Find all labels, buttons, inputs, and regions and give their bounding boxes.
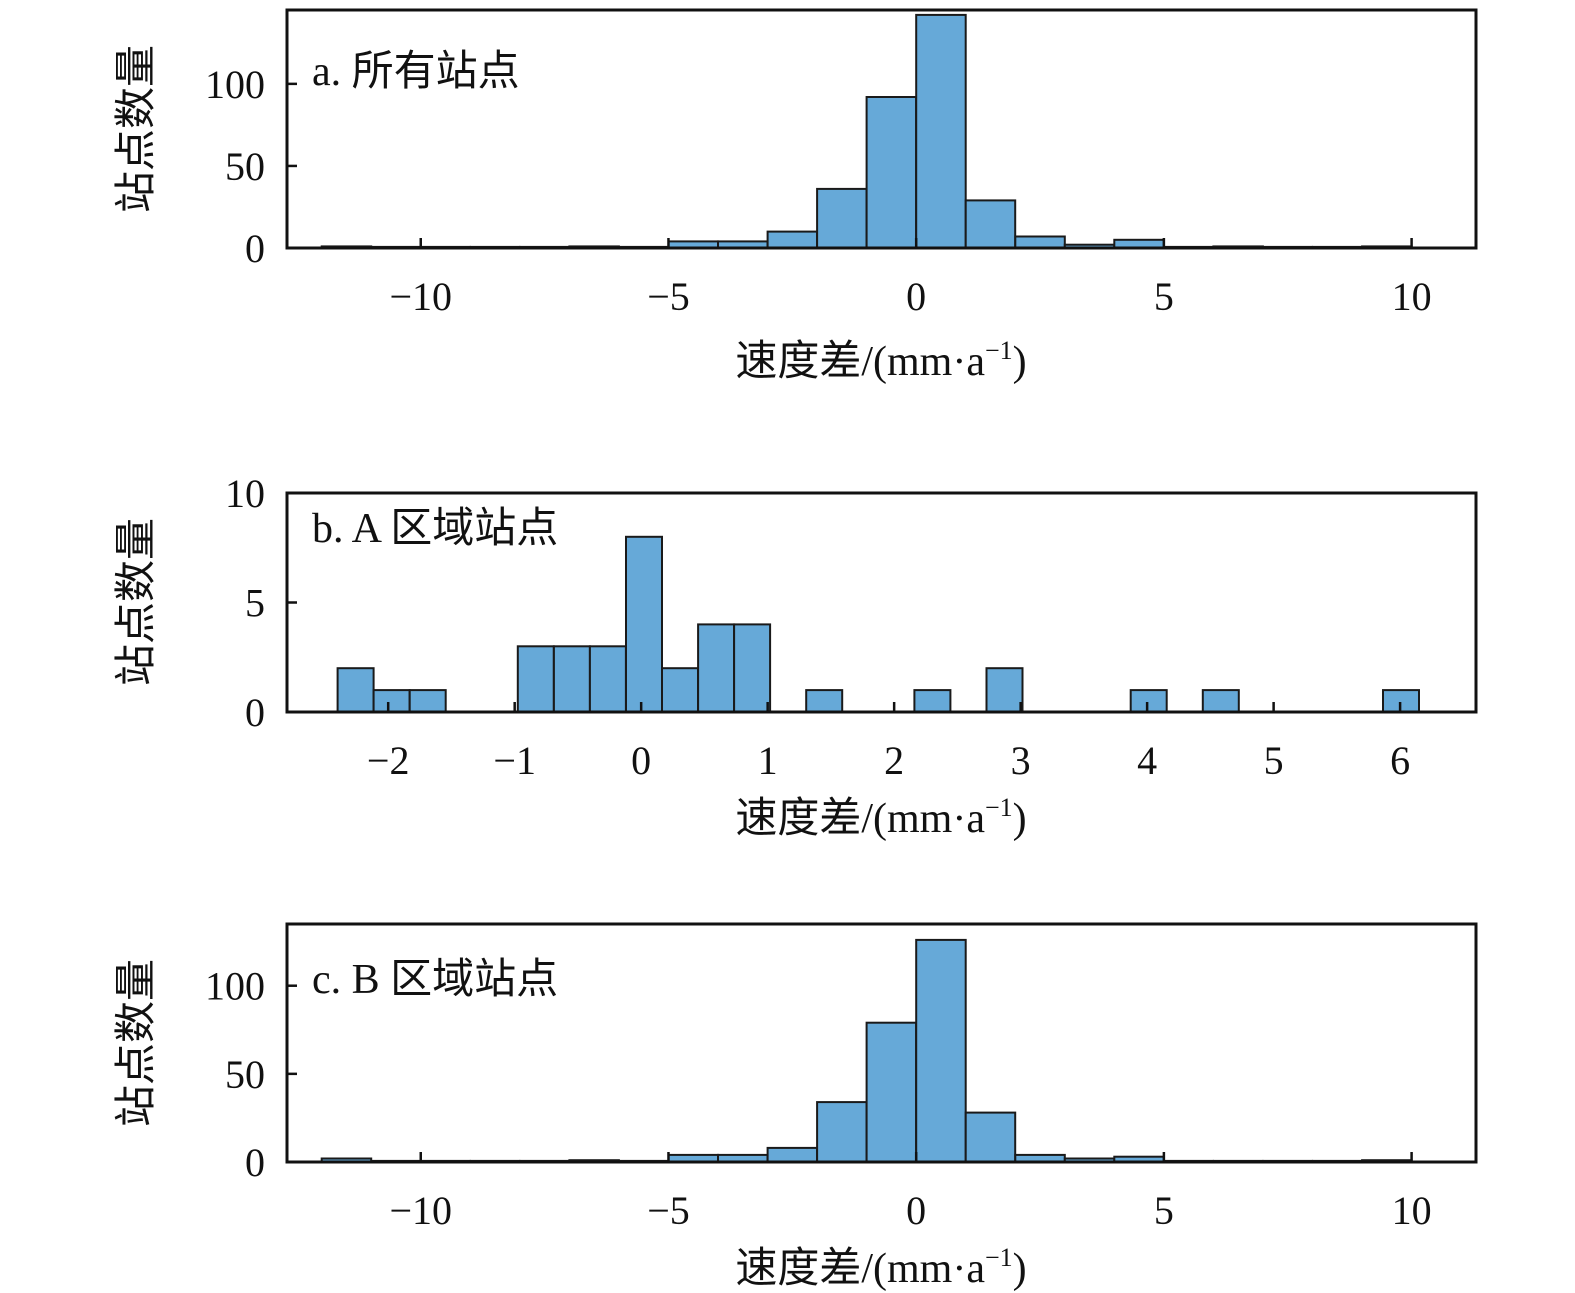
x-tick-label: 0 — [906, 1188, 926, 1233]
histogram-bar — [913, 689, 952, 713]
histogram-bar — [964, 1111, 1017, 1163]
panel-a-x-ticks: −10 −5 0 5 10 — [389, 238, 1432, 319]
histogram-bar — [552, 645, 591, 713]
histogram-bar — [985, 667, 1024, 714]
panel-a-y-ticks: 0 50 100 — [205, 62, 297, 271]
histogram-bar — [964, 199, 1017, 249]
histogram-bar — [816, 187, 868, 249]
panel-a-frame — [285, 8, 1478, 250]
histogram-bar — [372, 689, 411, 713]
x-tick-label: 4 — [1137, 738, 1157, 783]
x-tick-label: 3 — [1011, 738, 1031, 783]
y-tick-label: 0 — [245, 1140, 265, 1185]
histogram-bar — [516, 645, 555, 713]
panel-b-x-axis-title: 速度差/(mm·a−1) — [735, 793, 1026, 842]
x-tick-label: 5 — [1264, 738, 1284, 783]
x-tick-label: −10 — [389, 274, 452, 319]
histogram-bar — [661, 667, 699, 714]
panel-a-title: a. 所有站点 — [312, 49, 520, 95]
histogram-bar — [865, 96, 918, 249]
histogram-bar — [1014, 235, 1066, 249]
x-tick-label: 0 — [631, 738, 651, 783]
x-tick-label: 1 — [758, 738, 778, 783]
x-tick-label: 10 — [1392, 274, 1432, 319]
panel-b-y-axis-title: 站点数量 — [114, 518, 160, 686]
y-tick-label: 100 — [205, 62, 265, 107]
panel-a: −10 −5 0 5 10 0 50 100 a. 所有站点 速度差/(mm·a−1) 站点… — [114, 8, 1478, 385]
panel-c-y-ticks: 0 50 100 — [205, 964, 297, 1185]
panel-c-x-ticks: −10 −5 0 5 10 — [389, 1152, 1432, 1233]
histogram-bar — [408, 689, 447, 713]
histogram-bar — [915, 13, 967, 250]
histogram-bar — [865, 1021, 918, 1164]
x-tick-label: 5 — [1154, 1188, 1174, 1233]
histogram-bar — [816, 1101, 868, 1163]
histogram-bar — [336, 667, 375, 714]
x-tick-label: −2 — [367, 738, 410, 783]
histogram-bar — [697, 623, 736, 714]
histogram-bar — [1129, 689, 1168, 713]
panel-c-y-axis-title: 站点数量 — [114, 959, 160, 1127]
histogram-bar — [766, 1146, 819, 1164]
panel-c-title: c. B 区域站点 — [312, 957, 558, 1003]
panel-a-y-axis-title: 站点数量 — [114, 45, 160, 213]
histogram-bar — [733, 623, 772, 714]
y-tick-label: 0 — [245, 226, 265, 271]
histogram-bar — [805, 689, 844, 713]
x-tick-label: 10 — [1392, 1188, 1432, 1233]
y-tick-label: 0 — [245, 690, 265, 735]
histogram-bar — [766, 230, 819, 250]
y-tick-label: 50 — [225, 1052, 265, 1097]
y-tick-label: 50 — [225, 144, 265, 189]
panel-c-frame — [285, 922, 1478, 1164]
histogram-bar — [588, 645, 627, 713]
panel-b-x-ticks: −2 −1 0 1 2 3 4 5 6 — [367, 702, 1410, 783]
x-tick-label: 2 — [884, 738, 904, 783]
histogram-bar — [915, 938, 967, 1164]
x-tick-label: −10 — [389, 1188, 452, 1233]
panel-a-x-axis-title: 速度差/(mm·a−1) — [735, 336, 1026, 385]
panel-b-title: b. A 区域站点 — [312, 506, 558, 552]
y-tick-label: 5 — [245, 581, 265, 626]
histogram-bar — [1201, 689, 1240, 713]
x-tick-label: 6 — [1390, 738, 1410, 783]
y-tick-label: 100 — [205, 964, 265, 1009]
x-tick-label: 5 — [1154, 274, 1174, 319]
histogram-bar — [625, 535, 663, 713]
x-tick-label: 0 — [906, 274, 926, 319]
panel-b-y-ticks: 0 5 10 — [225, 471, 297, 735]
panel-c-x-axis-title: 速度差/(mm·a−1) — [735, 1243, 1026, 1292]
x-tick-label: −5 — [647, 274, 690, 319]
x-tick-label: −1 — [493, 738, 536, 783]
x-tick-label: −5 — [647, 1188, 690, 1233]
y-tick-label: 10 — [225, 471, 265, 516]
